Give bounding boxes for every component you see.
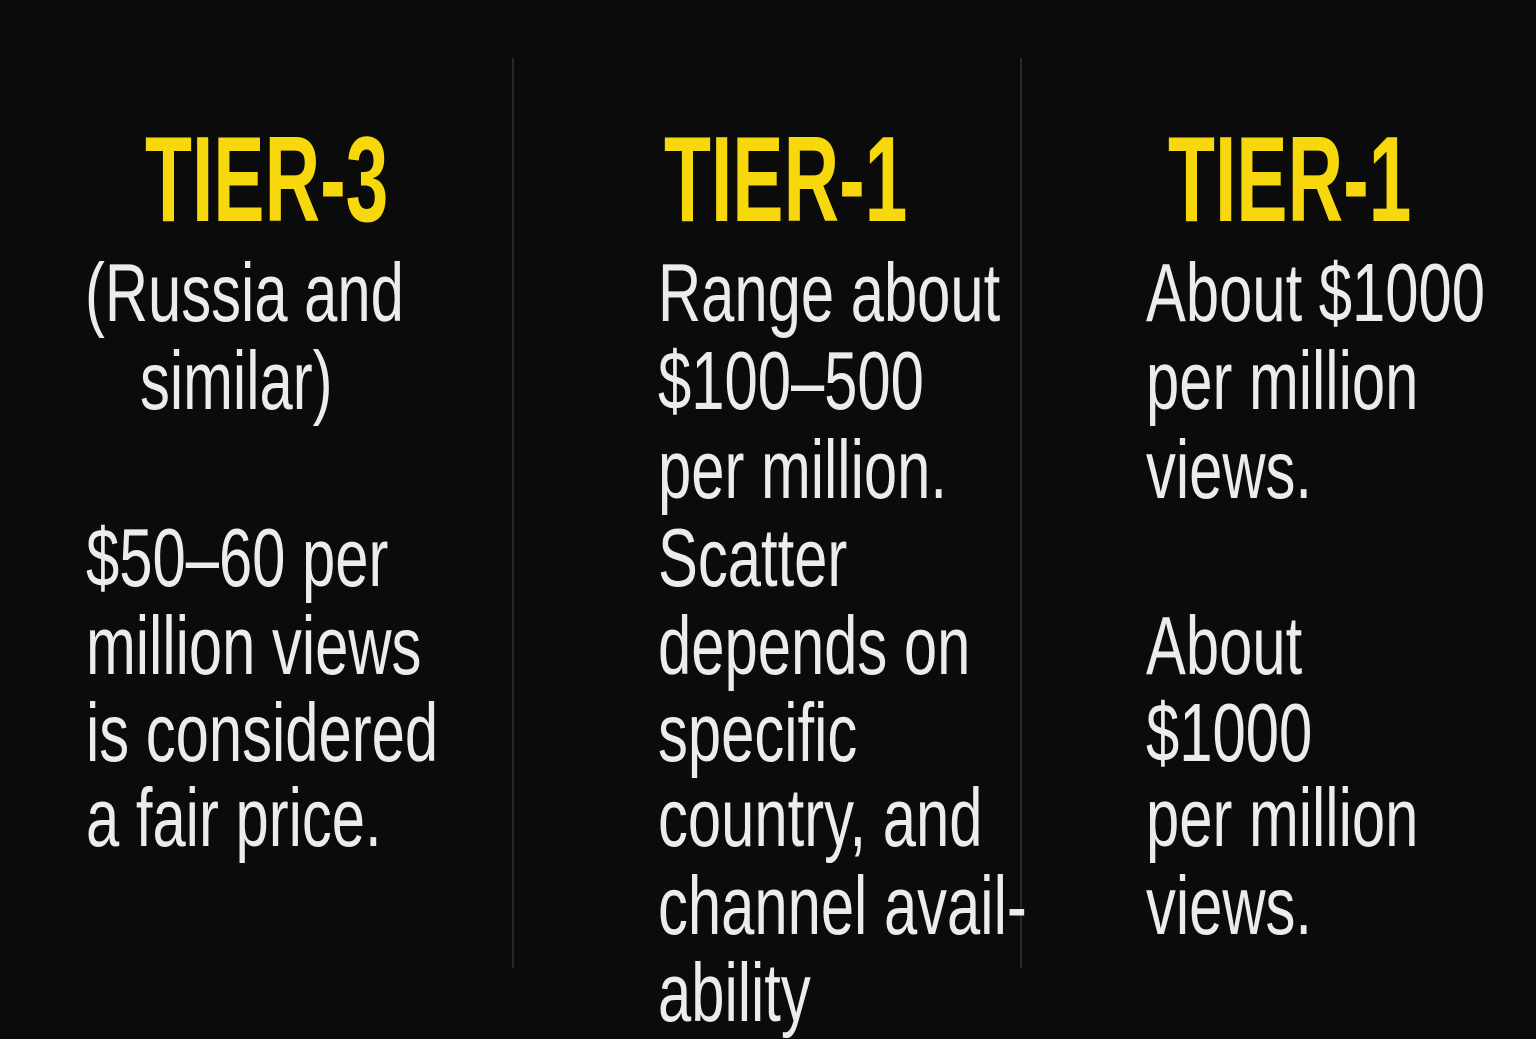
tier-1-line: Scatter xyxy=(658,511,848,604)
tier-1-line: ability xyxy=(658,946,811,1039)
tier-3-line: million views xyxy=(86,599,422,692)
tier-3-line: is considered xyxy=(86,686,439,779)
tier-1-line: views. xyxy=(1146,423,1313,516)
tier-3-line: a fair price. xyxy=(86,771,382,864)
tier-1-line: specific xyxy=(658,686,858,779)
tier-3-line: $50–60 per xyxy=(86,511,389,604)
tier-1-line: $100–500 xyxy=(658,334,924,427)
tier-1-line: country, and xyxy=(658,771,983,864)
tier-1-line: channel avail- xyxy=(658,859,1027,952)
column-divider-1 xyxy=(512,58,514,968)
tier-1-line: $1000 xyxy=(1146,686,1313,779)
tier-1-line: per million. xyxy=(658,423,947,516)
tier-3-column: TIER-3 (Russia and similar) $50–60 per m… xyxy=(0,0,512,1024)
tier-1-line: About $1000 xyxy=(1146,246,1485,339)
tier-1-line: Range about xyxy=(658,246,1001,339)
tier-1-line: views. xyxy=(1146,859,1313,952)
tier-1-line: About xyxy=(1146,599,1303,692)
tier-1-line: per million xyxy=(1146,771,1419,864)
tier-1-title: TIER-1 xyxy=(664,111,908,247)
tier-3-line: (Russia and xyxy=(85,246,404,339)
tier-3-title: TIER-3 xyxy=(145,111,389,247)
column-divider-2 xyxy=(1020,58,1022,968)
tier-1-line: per million xyxy=(1146,334,1419,427)
tier-1-line: depends on xyxy=(658,599,971,692)
tier-3-line: similar) xyxy=(140,334,333,427)
tier-1-title: TIER-1 xyxy=(1168,111,1412,247)
